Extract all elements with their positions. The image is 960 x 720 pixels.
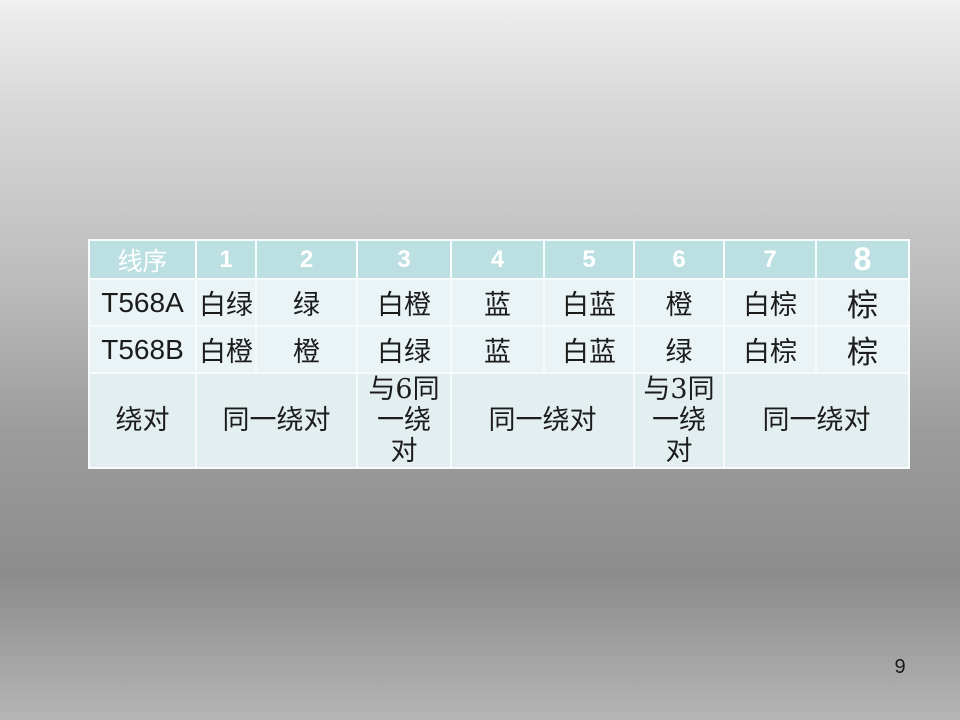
column-header-pin-3: 3 [356,239,452,280]
column-header-pin-6: 6 [633,239,725,280]
column-header-pin-8: 8 [815,239,910,280]
cell-pair-3: 与6同一绕对 [356,372,452,469]
cell-t568a-pin6: 橙 [633,278,725,327]
cell-t568b-pin1: 白橙 [195,325,257,374]
row-label-t568b: T568B [88,325,197,374]
cell-t568b-pin2: 橙 [255,325,358,374]
table-row-t568a: T568A 白绿 绿 白橙 蓝 白蓝 橙 白棕 棕 [88,278,910,327]
table-row-twisted-pair: 绕对 同一绕对 与6同一绕对 同一绕对 与3同一绕对 同一绕对 [88,372,910,469]
cell-t568a-pin2: 绿 [255,278,358,327]
cell-pair-7-8: 同一绕对 [723,372,910,469]
column-header-pin-1: 1 [195,239,257,280]
cell-t568a-pin8: 棕 [815,278,910,327]
column-header-pin-4: 4 [450,239,545,280]
column-header-pin-5: 5 [543,239,635,280]
cell-t568b-pin7: 白棕 [723,325,817,374]
cell-t568b-pin4: 蓝 [450,325,545,374]
cell-t568a-pin5: 白蓝 [543,278,635,327]
cell-t568b-pin8: 棕 [815,325,910,374]
row-label-t568a: T568A [88,278,197,327]
cell-t568b-pin5: 白蓝 [543,325,635,374]
cell-t568a-pin7: 白棕 [723,278,817,327]
cell-pair-6: 与3同一绕对 [633,372,725,469]
wiring-order-table: 线序 1 2 3 4 5 6 7 8 T568A 白绿 绿 白橙 蓝 白蓝 橙 … [88,239,910,469]
slide-page-number: 9 [894,656,906,678]
cell-pair-4-5: 同一绕对 [450,372,635,469]
cell-t568a-pin4: 蓝 [450,278,545,327]
column-header-wire-order: 线序 [88,239,197,280]
cell-t568a-pin1: 白绿 [195,278,257,327]
row-label-twisted-pair: 绕对 [88,372,197,469]
cell-t568a-pin3: 白橙 [356,278,452,327]
cell-t568b-pin6: 绿 [633,325,725,374]
column-header-pin-7: 7 [723,239,817,280]
column-header-pin-2: 2 [255,239,358,280]
cell-t568b-pin3: 白绿 [356,325,452,374]
cell-pair-1-2: 同一绕对 [195,372,358,469]
table-row-t568b: T568B 白橙 橙 白绿 蓝 白蓝 绿 白棕 棕 [88,325,910,374]
table-header-row: 线序 1 2 3 4 5 6 7 8 [88,239,910,280]
